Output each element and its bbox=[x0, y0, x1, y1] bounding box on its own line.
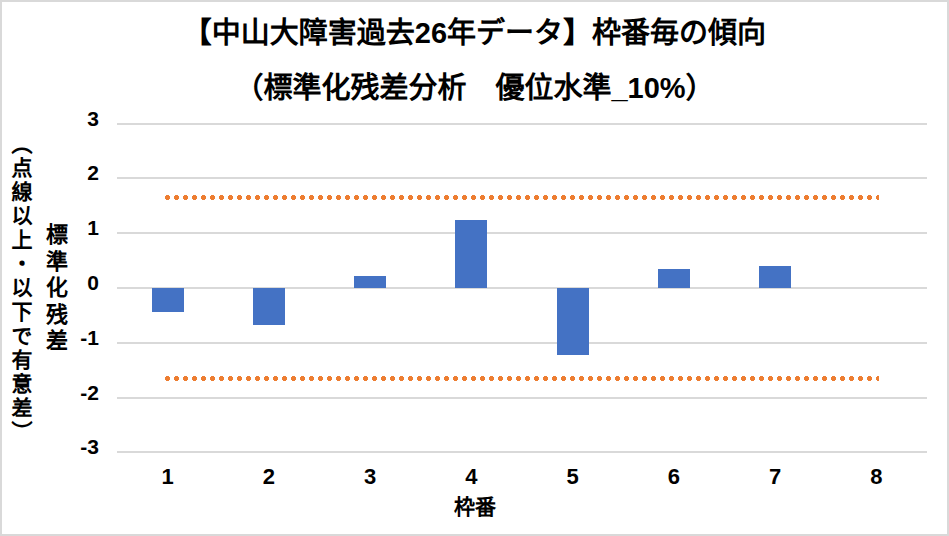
bar-frame-4 bbox=[455, 220, 487, 288]
y-tick-label: 1 bbox=[59, 217, 99, 238]
x-tick-label: 2 bbox=[239, 466, 299, 488]
chart-title: 【中山大障害過去26年データ】枠番毎の傾向 bbox=[2, 9, 947, 51]
x-axis-title: 枠番 bbox=[415, 494, 535, 520]
y-axis-title-note: （点線以上・以下で有意差） bbox=[5, 133, 35, 445]
lower-threshold-line bbox=[165, 376, 879, 381]
bar-frame-5 bbox=[557, 288, 589, 355]
gridline bbox=[117, 451, 927, 453]
gridline bbox=[117, 123, 927, 125]
x-tick-label: 1 bbox=[138, 466, 198, 488]
gridline bbox=[117, 287, 927, 289]
x-tick-label: 7 bbox=[745, 466, 805, 488]
bar-frame-2 bbox=[253, 288, 285, 325]
x-tick-label: 5 bbox=[543, 466, 603, 488]
upper-threshold-line bbox=[165, 195, 879, 200]
y-tick-label: -2 bbox=[59, 382, 99, 403]
bar-frame-3 bbox=[354, 276, 386, 288]
y-tick-label: 2 bbox=[59, 162, 99, 183]
x-tick-label: 4 bbox=[441, 466, 501, 488]
y-tick-label: -1 bbox=[59, 327, 99, 348]
gridline bbox=[117, 342, 927, 344]
gridline bbox=[117, 397, 927, 399]
x-tick-label: 6 bbox=[644, 466, 704, 488]
bar-frame-1 bbox=[152, 288, 184, 312]
gridline bbox=[117, 232, 927, 234]
x-tick-label: 3 bbox=[340, 466, 400, 488]
bar-frame-7 bbox=[759, 266, 791, 288]
chart-canvas: 【中山大障害過去26年データ】枠番毎の傾向 （標準化残差分析 優位水準_10%）… bbox=[0, 0, 949, 536]
bar-frame-6 bbox=[658, 269, 690, 288]
x-tick-label: 8 bbox=[846, 466, 906, 488]
y-tick-label: 3 bbox=[59, 108, 99, 129]
chart-subtitle: （標準化残差分析 優位水準_10%） bbox=[2, 64, 947, 106]
gridline bbox=[117, 177, 927, 179]
y-tick-label: 0 bbox=[59, 272, 99, 293]
y-tick-label: -3 bbox=[59, 436, 99, 457]
